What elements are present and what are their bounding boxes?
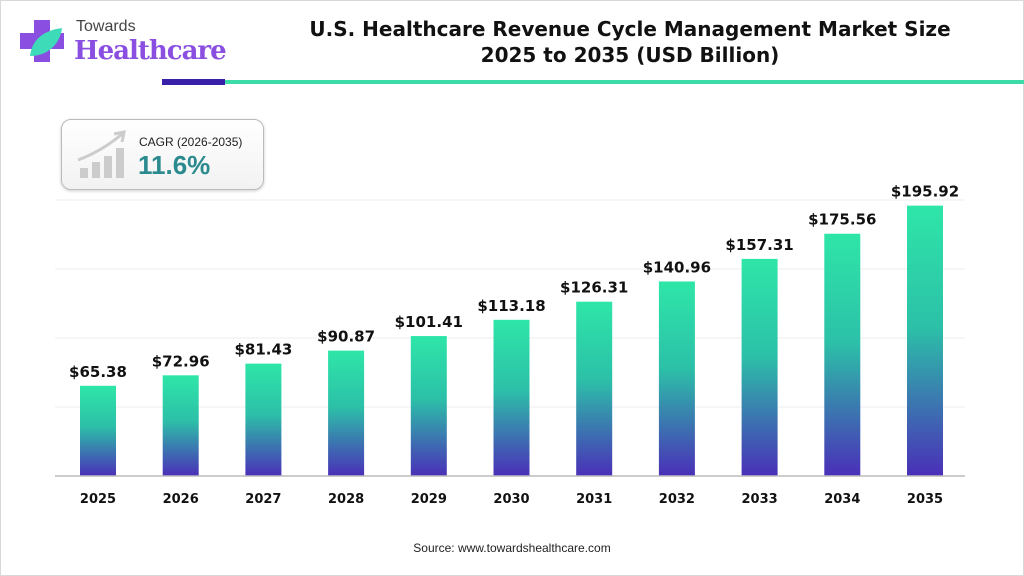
data-label: $65.38 (69, 363, 127, 381)
cagr-value: 11.6% (138, 150, 211, 180)
bar-2028 (328, 350, 365, 476)
chart-title: U.S. Healthcare Revenue Cycle Management… (250, 16, 1010, 68)
bar-2032 (658, 281, 695, 476)
accent-divider-teal (225, 80, 1024, 84)
data-label: $175.56 (808, 211, 876, 229)
x-tick-label: 2033 (742, 492, 778, 507)
brand-line1: Towards (76, 18, 136, 35)
bar-2029 (410, 336, 447, 476)
data-label: $126.31 (560, 279, 628, 297)
x-tick-label: 2035 (907, 492, 943, 507)
data-label: $140.96 (643, 258, 711, 276)
brand-line2: Healthcare (74, 36, 227, 66)
title-line-1: U.S. Healthcare Revenue Cycle Management… (309, 17, 951, 41)
data-label: $157.31 (725, 236, 793, 254)
x-tick-label: 2027 (245, 492, 281, 507)
title-line-2: 2025 to 2035 (USD Billion) (480, 43, 780, 67)
bar-2027 (245, 363, 282, 476)
medical-cross-leaf-icon (20, 20, 64, 62)
x-tick-label: 2026 (163, 492, 199, 507)
cagr-label: CAGR (2026-2035) (139, 135, 243, 149)
bar-2033 (741, 258, 778, 476)
x-tick-label: 2031 (576, 492, 612, 507)
growth-chart-icon (77, 130, 126, 178)
bar-2034 (824, 233, 861, 476)
bar-2025 (80, 385, 116, 476)
cagr-card: CAGR (2026-2035) 11.6% (61, 119, 264, 190)
data-label: $90.87 (317, 328, 375, 346)
x-tick-label: 2034 (824, 492, 860, 507)
x-tick-label: 2028 (328, 492, 364, 507)
accent-divider-dark (162, 79, 225, 85)
x-tick-label: 2032 (659, 492, 695, 507)
source-text: Source: www.towardshealthcare.com (413, 541, 611, 555)
x-tick-label: 2029 (411, 492, 447, 507)
bar-2026 (162, 375, 199, 476)
bar-2031 (576, 301, 613, 476)
data-label: $113.18 (477, 297, 545, 315)
x-tick-label: 2030 (493, 492, 529, 507)
data-label: $195.92 (891, 183, 959, 201)
x-tick-label: 2025 (80, 492, 116, 507)
data-label: $72.96 (152, 352, 210, 370)
bar-2030 (493, 319, 530, 476)
data-label: $101.41 (395, 313, 463, 331)
data-label: $81.43 (234, 341, 292, 359)
brand-logo: Towards Healthcare (16, 16, 227, 66)
bar-2035 (907, 205, 943, 476)
